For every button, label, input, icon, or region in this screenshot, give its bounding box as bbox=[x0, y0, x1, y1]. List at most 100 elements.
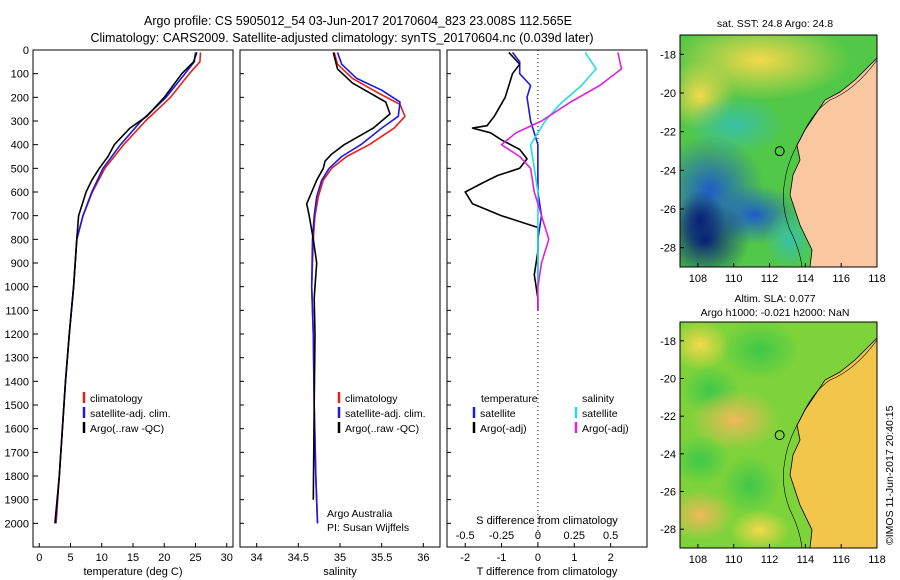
legend-t-argo: Argo(-adj) bbox=[480, 423, 527, 435]
argo-position-marker bbox=[774, 146, 785, 157]
lat-tick-label: -20 bbox=[660, 374, 676, 386]
lon-tick-label: 118 bbox=[868, 273, 886, 285]
salinity-x-axis: 34 34.5 35 35.5 36 bbox=[251, 543, 429, 564]
lon-tick-label: 110 bbox=[725, 554, 743, 566]
series-s-satellite bbox=[529, 51, 597, 287]
lon-tick-label: 108 bbox=[689, 554, 707, 566]
imos-timestamp: ©IMOS 11-Jun-2017 20:40:15 bbox=[884, 405, 896, 545]
sla-high-patch bbox=[690, 390, 780, 450]
lat-tick-label: -26 bbox=[660, 204, 676, 216]
depth-tick-label: 1600 bbox=[5, 424, 29, 436]
x-tick-label: 0 bbox=[36, 552, 42, 564]
legend-climatology: climatology bbox=[345, 393, 398, 405]
lon-tick-label: 114 bbox=[797, 554, 815, 566]
series-argo bbox=[54, 52, 198, 524]
lat-tick-label: -28 bbox=[660, 243, 676, 255]
depth-tick-label: 300 bbox=[11, 116, 29, 128]
sla-low-patch bbox=[720, 455, 780, 515]
lon-tick-label: 118 bbox=[868, 554, 886, 566]
depth-tick-label: 500 bbox=[11, 163, 29, 175]
legend-satellite: satellite-adj. clim. bbox=[90, 408, 171, 420]
x-tick-label: 36 bbox=[417, 552, 429, 564]
temperature-series bbox=[54, 52, 202, 524]
difference-series bbox=[464, 51, 623, 311]
argo-position-marker bbox=[774, 430, 785, 441]
sla-map-title-1: Altim. SLA: 0.077 bbox=[734, 293, 815, 305]
depth-tick-label: 2000 bbox=[5, 518, 29, 530]
s-difference-axis-label: S difference from climatology bbox=[476, 515, 618, 527]
t-difference-axis-label: T difference from climatology bbox=[477, 566, 618, 578]
sla-latitude-axis: -18 -20 -22 -24 -26 -28 bbox=[660, 336, 684, 536]
lat-tick-label: -18 bbox=[660, 336, 676, 348]
lat-tick-label: -28 bbox=[660, 524, 676, 536]
s-tick-label: 0.25 bbox=[564, 530, 585, 542]
title-line-1: Argo profile: CS 5905012_54 03-Jun-2017 … bbox=[144, 14, 572, 28]
difference-panel bbox=[446, 49, 648, 548]
temperature-panel bbox=[32, 49, 234, 548]
depth-tick-label: 1900 bbox=[5, 495, 29, 507]
lon-tick-label: 112 bbox=[761, 273, 779, 285]
legend-satellite: satellite-adj. clim. bbox=[345, 408, 426, 420]
temperature-x-axis: 0 5 10 15 20 25 30 bbox=[36, 543, 233, 564]
legend-temperature-header: temperature bbox=[481, 393, 538, 405]
lat-tick-label: -22 bbox=[660, 411, 676, 423]
sst-map-title: sat. SST: 24.8 Argo: 24.8 bbox=[717, 18, 833, 30]
x-tick-label: -1 bbox=[497, 552, 507, 564]
sla-low-patch bbox=[680, 435, 730, 485]
lon-tick-label: 116 bbox=[832, 273, 850, 285]
sla-low-patch bbox=[720, 322, 800, 380]
depth-tick-label: 1000 bbox=[5, 282, 29, 294]
sst-latitude-axis: -18 -20 -22 -24 -26 -28 bbox=[660, 49, 684, 255]
sst-coldest-patch bbox=[680, 190, 725, 250]
depth-tick-label: 400 bbox=[11, 140, 29, 152]
lat-tick-label: -22 bbox=[660, 127, 676, 139]
depth-tick-label: 1300 bbox=[5, 353, 29, 365]
credit-line-2: PI: Susan Wijffels bbox=[327, 522, 409, 534]
depth-tick-label: 1400 bbox=[5, 376, 29, 388]
sst-map-frame bbox=[679, 34, 878, 268]
legend-salinity-header: salinity bbox=[582, 393, 615, 405]
sla-high-patch bbox=[680, 490, 735, 540]
sla-high-patch bbox=[680, 322, 730, 370]
legend-s-satellite: satellite bbox=[582, 408, 618, 420]
depth-tick-label: 1100 bbox=[5, 305, 29, 317]
depth-tick-label: 1800 bbox=[5, 471, 29, 483]
sla-longitude-axis: 108 110 112 114 116 118 bbox=[689, 544, 886, 566]
legend-climatology: climatology bbox=[90, 393, 143, 405]
s-tick-label: -0.5 bbox=[456, 530, 475, 542]
lon-tick-label: 116 bbox=[832, 554, 850, 566]
temperature-axis-label: temperature (deg C) bbox=[83, 566, 182, 578]
depth-tick-label: 1200 bbox=[5, 329, 29, 341]
depth-tick-label: 600 bbox=[11, 187, 29, 199]
australia-land bbox=[789, 35, 877, 267]
x-tick-label: 1 bbox=[571, 552, 577, 564]
credit-line-1: Argo Australia bbox=[327, 508, 393, 520]
legend-s-argo: Argo(-adj) bbox=[582, 423, 629, 435]
x-tick-label: 30 bbox=[221, 552, 233, 564]
x-tick-label: 34 bbox=[251, 552, 263, 564]
series-argo bbox=[305, 52, 391, 500]
salinity-series bbox=[305, 52, 406, 524]
salinity-legend: climatology satellite-adj. clim. Argo(..… bbox=[337, 392, 426, 435]
x-tick-label: 20 bbox=[158, 552, 170, 564]
sla-high-patch bbox=[730, 510, 790, 548]
t-difference-x-axis: -2 -1 0 1 2 bbox=[460, 543, 614, 564]
salinity-axis-label: salinity bbox=[323, 566, 357, 578]
x-tick-label: 34.5 bbox=[288, 552, 309, 564]
s-tick-label: 0 bbox=[535, 530, 541, 542]
s-tick-label: -0.25 bbox=[489, 530, 514, 542]
legend-argo: Argo(..raw -QC) bbox=[345, 423, 419, 435]
sla-map-frame bbox=[679, 321, 878, 549]
depth-tick-label: 1500 bbox=[5, 400, 29, 412]
isobath-contour bbox=[783, 59, 877, 267]
title-line-2: Climatology: CARS2009. Satellite-adjuste… bbox=[90, 31, 593, 45]
series-s-argo bbox=[500, 52, 623, 311]
s-tick-label: 0.5 bbox=[603, 530, 618, 542]
difference-legend: temperature salinity satellite Argo(-adj… bbox=[472, 393, 629, 435]
x-tick-label: 5 bbox=[67, 552, 73, 564]
lat-tick-label: -24 bbox=[660, 449, 676, 461]
x-tick-label: 35.5 bbox=[371, 552, 392, 564]
series-satellite bbox=[310, 52, 401, 524]
isobath-contour bbox=[783, 339, 877, 548]
lat-tick-label: -26 bbox=[660, 487, 676, 499]
